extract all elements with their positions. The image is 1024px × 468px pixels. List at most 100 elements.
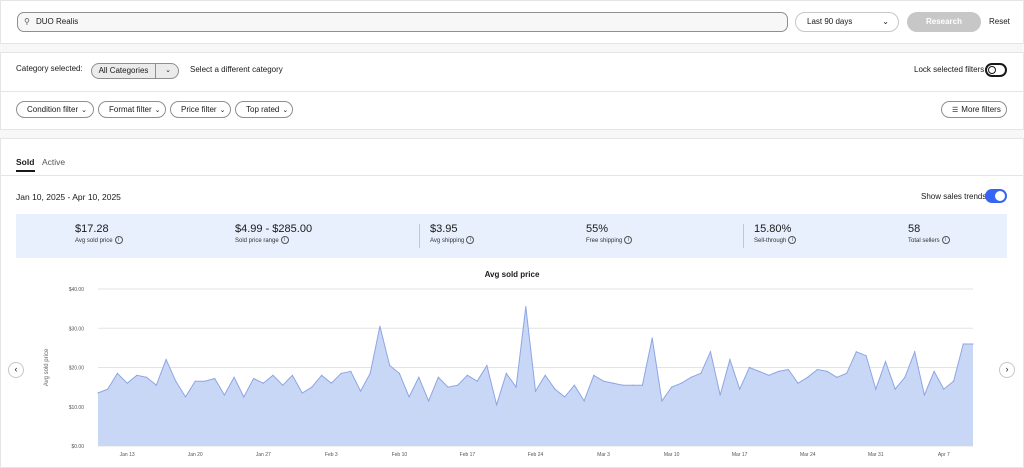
stat-value: 15.80% [754, 223, 792, 235]
data-point [408, 396, 410, 398]
stat-free-shipping: 55% Free shipping i [586, 222, 633, 246]
stat-total-sellers: 58 Total sellers i [908, 222, 950, 246]
chevron-right-icon[interactable]: › [999, 362, 1015, 378]
data-point [291, 374, 293, 376]
data-point [583, 400, 585, 402]
data-point [486, 364, 488, 367]
data-point [398, 372, 400, 374]
data-point [418, 376, 420, 378]
data-point [165, 359, 167, 361]
more-filters-button[interactable]: ☰ More filters [941, 101, 1007, 118]
sales-trends-toggle[interactable] [985, 189, 1007, 203]
info-icon[interactable]: i [941, 236, 950, 245]
data-point [282, 384, 284, 386]
data-point [272, 374, 274, 376]
data-point [515, 386, 517, 388]
info-icon[interactable]: i [788, 236, 797, 245]
price-filter-button[interactable]: Price filter ⌄ [170, 101, 231, 118]
divider [0, 175, 1024, 176]
format-filter-button[interactable]: Format filter ⌄ [98, 101, 166, 118]
x-tick-label: Feb 17 [460, 452, 476, 458]
data-point [311, 386, 313, 388]
stat-label: Free shipping [586, 238, 623, 244]
toggle-knob [995, 191, 1005, 201]
data-point [525, 306, 527, 308]
chevron-down-icon: ⌄ [154, 107, 161, 114]
info-icon[interactable]: i [280, 236, 289, 245]
x-tick-label: Jan 20 [188, 452, 203, 458]
data-point [933, 370, 935, 372]
chevron-left-icon[interactable]: ‹ [8, 362, 24, 378]
data-point [953, 380, 955, 382]
data-point [816, 368, 819, 371]
stat-avg-sold-price: $17.28 Avg sold price i [75, 222, 123, 246]
x-tick-label: Mar 31 [868, 452, 884, 458]
stat-sold-price-range: $4.99 - $285.00 Sold price range i [235, 222, 312, 246]
data-point [389, 364, 391, 367]
stat-divider [743, 224, 744, 248]
data-point [262, 382, 264, 384]
area-fill [98, 306, 973, 446]
search-input[interactable]: ⚲ DUO Realis [17, 12, 788, 32]
top-rated-button[interactable]: Top rated ⌄ [235, 101, 293, 118]
search-value: DUO Realis [36, 17, 79, 26]
chevron-down-icon: ⌄ [282, 107, 289, 114]
stat-label: Sold price range [235, 238, 279, 244]
x-tick-label: Mar 24 [800, 452, 816, 458]
select-different-category-link[interactable]: Select a different category [190, 65, 283, 74]
sliders-icon: ☰ [952, 107, 959, 114]
data-point [116, 372, 118, 374]
data-point [836, 376, 838, 378]
stat-label: Avg sold price [75, 238, 113, 244]
y-tick-label: $10.00 [69, 405, 85, 411]
data-point [632, 384, 634, 386]
data-point [719, 394, 721, 396]
stat-divider [419, 224, 420, 248]
lock-filters-toggle[interactable] [985, 63, 1007, 77]
chevron-down-icon: ⌄ [219, 107, 226, 114]
data-point [923, 394, 926, 396]
data-point [612, 382, 614, 384]
condition-filter-label: Condition filter [27, 105, 79, 114]
info-icon[interactable]: i [624, 236, 633, 245]
data-point [184, 396, 187, 398]
condition-filter-button[interactable]: Condition filter ⌄ [16, 101, 94, 118]
stat-label: Avg shipping [430, 238, 465, 244]
active-tab-indicator [16, 170, 35, 172]
lock-filters-label: Lock selected filters [914, 65, 985, 74]
info-icon[interactable]: i [466, 236, 475, 245]
x-tick-label: Feb 10 [392, 452, 408, 458]
stat-sell-through: 15.80% Sell-through i [754, 222, 797, 246]
reset-link[interactable]: Reset [989, 17, 1010, 26]
stat-label: Sell-through [754, 238, 787, 244]
data-point [155, 384, 157, 386]
tab-sold[interactable]: Sold [16, 157, 35, 167]
chart-title: Avg sold price [484, 270, 540, 279]
search-icon: ⚲ [24, 17, 30, 26]
chevron-down-icon: ⌄ [81, 107, 88, 114]
data-point [330, 382, 332, 384]
x-tick-label: Mar 3 [597, 452, 610, 458]
data-point [505, 372, 507, 374]
category-pill[interactable]: All Categories ⌄ [91, 63, 179, 79]
date-range-select[interactable]: Last 90 days ⌄ [795, 12, 899, 32]
data-point [671, 386, 673, 388]
data-point [651, 337, 653, 339]
price-filter-label: Price filter [181, 105, 217, 114]
research-button[interactable]: Research [907, 12, 981, 32]
data-point [534, 390, 537, 392]
data-point [884, 361, 887, 363]
x-tick-label: Jan 13 [120, 452, 135, 458]
data-point [126, 382, 128, 384]
info-icon[interactable]: i [114, 236, 123, 245]
stat-value: 55% [586, 223, 609, 235]
data-point [855, 351, 857, 353]
tab-active[interactable]: Active [42, 157, 66, 167]
data-point [962, 343, 964, 345]
data-point [914, 351, 916, 353]
data-point [690, 376, 692, 378]
data-point [661, 400, 663, 402]
data-point [709, 351, 712, 353]
data-point [214, 377, 216, 380]
chevron-down-icon[interactable]: ⌄ [165, 67, 171, 74]
